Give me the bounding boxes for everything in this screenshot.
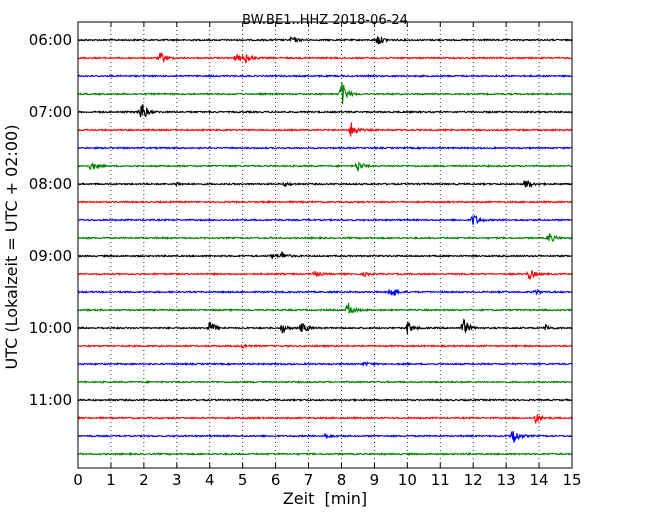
seismic-trace [77, 122, 573, 137]
seismic-trace [77, 74, 573, 79]
seismic-trace [77, 397, 573, 403]
seismic-trace [77, 288, 573, 296]
seismic-trace [77, 361, 573, 367]
y-tick-label: 09:00 [29, 247, 72, 265]
seismic-trace [77, 430, 573, 443]
x-tick-label: 13 [497, 471, 516, 489]
x-tick-label: 15 [562, 471, 581, 489]
x-tick-label: 7 [304, 471, 314, 489]
x-tick-label: 2 [139, 471, 149, 489]
seismic-trace [77, 251, 573, 260]
seismic-trace [77, 414, 573, 425]
seismic-traces [77, 35, 573, 457]
seismic-trace [77, 52, 573, 64]
seismic-trace [77, 379, 573, 385]
x-tick-label: 8 [337, 471, 347, 489]
seismic-trace [77, 343, 573, 349]
seismic-trace [77, 233, 573, 242]
seismic-trace [77, 214, 573, 225]
seismic-trace [77, 145, 573, 150]
y-axis-label: UTC (Lokalzeit = UTC + 02:00) [2, 125, 21, 370]
x-tick-label: 6 [271, 471, 281, 489]
seismic-trace [77, 161, 573, 172]
y-tick-label: 08:00 [29, 175, 72, 193]
x-tick-label: 10 [398, 471, 417, 489]
seismic-trace [77, 104, 573, 118]
seismic-trace [77, 318, 573, 334]
x-tick-label: 0 [73, 471, 83, 489]
plot-frame [77, 21, 573, 469]
seismic-trace [77, 180, 573, 189]
seismic-trace [77, 451, 573, 457]
y-axis-ticks: 06:00 07:00 08:00 09:00 10:00 11:00 [29, 31, 572, 409]
y-tick-label: 11:00 [29, 391, 72, 409]
x-tick-label: 12 [464, 471, 483, 489]
chart-title: BW.BE1..HHZ 2018-06-24 [242, 13, 408, 28]
x-tick-label: 4 [205, 471, 215, 489]
seismic-trace [77, 302, 573, 315]
x-tick-label: 11 [431, 471, 450, 489]
y-tick-label: 07:00 [29, 103, 72, 121]
x-tick-label: 5 [238, 471, 248, 489]
x-axis-label: Zeit [min] [283, 489, 367, 508]
x-tick-label: 3 [172, 471, 182, 489]
x-axis-ticks: 0 1 2 3 4 5 6 7 8 9 10 11 12 13 14 15 [73, 22, 582, 489]
x-tick-label: 9 [370, 471, 380, 489]
seismic-trace [77, 270, 573, 281]
seismic-trace [77, 35, 573, 45]
seismic-trace [77, 199, 573, 204]
grid-lines [110, 22, 540, 468]
y-tick-label: 06:00 [29, 31, 72, 49]
x-tick-label: 14 [530, 471, 549, 489]
x-tick-label: 1 [106, 471, 116, 489]
y-tick-label: 10:00 [29, 319, 72, 337]
seismic-trace [77, 82, 573, 105]
